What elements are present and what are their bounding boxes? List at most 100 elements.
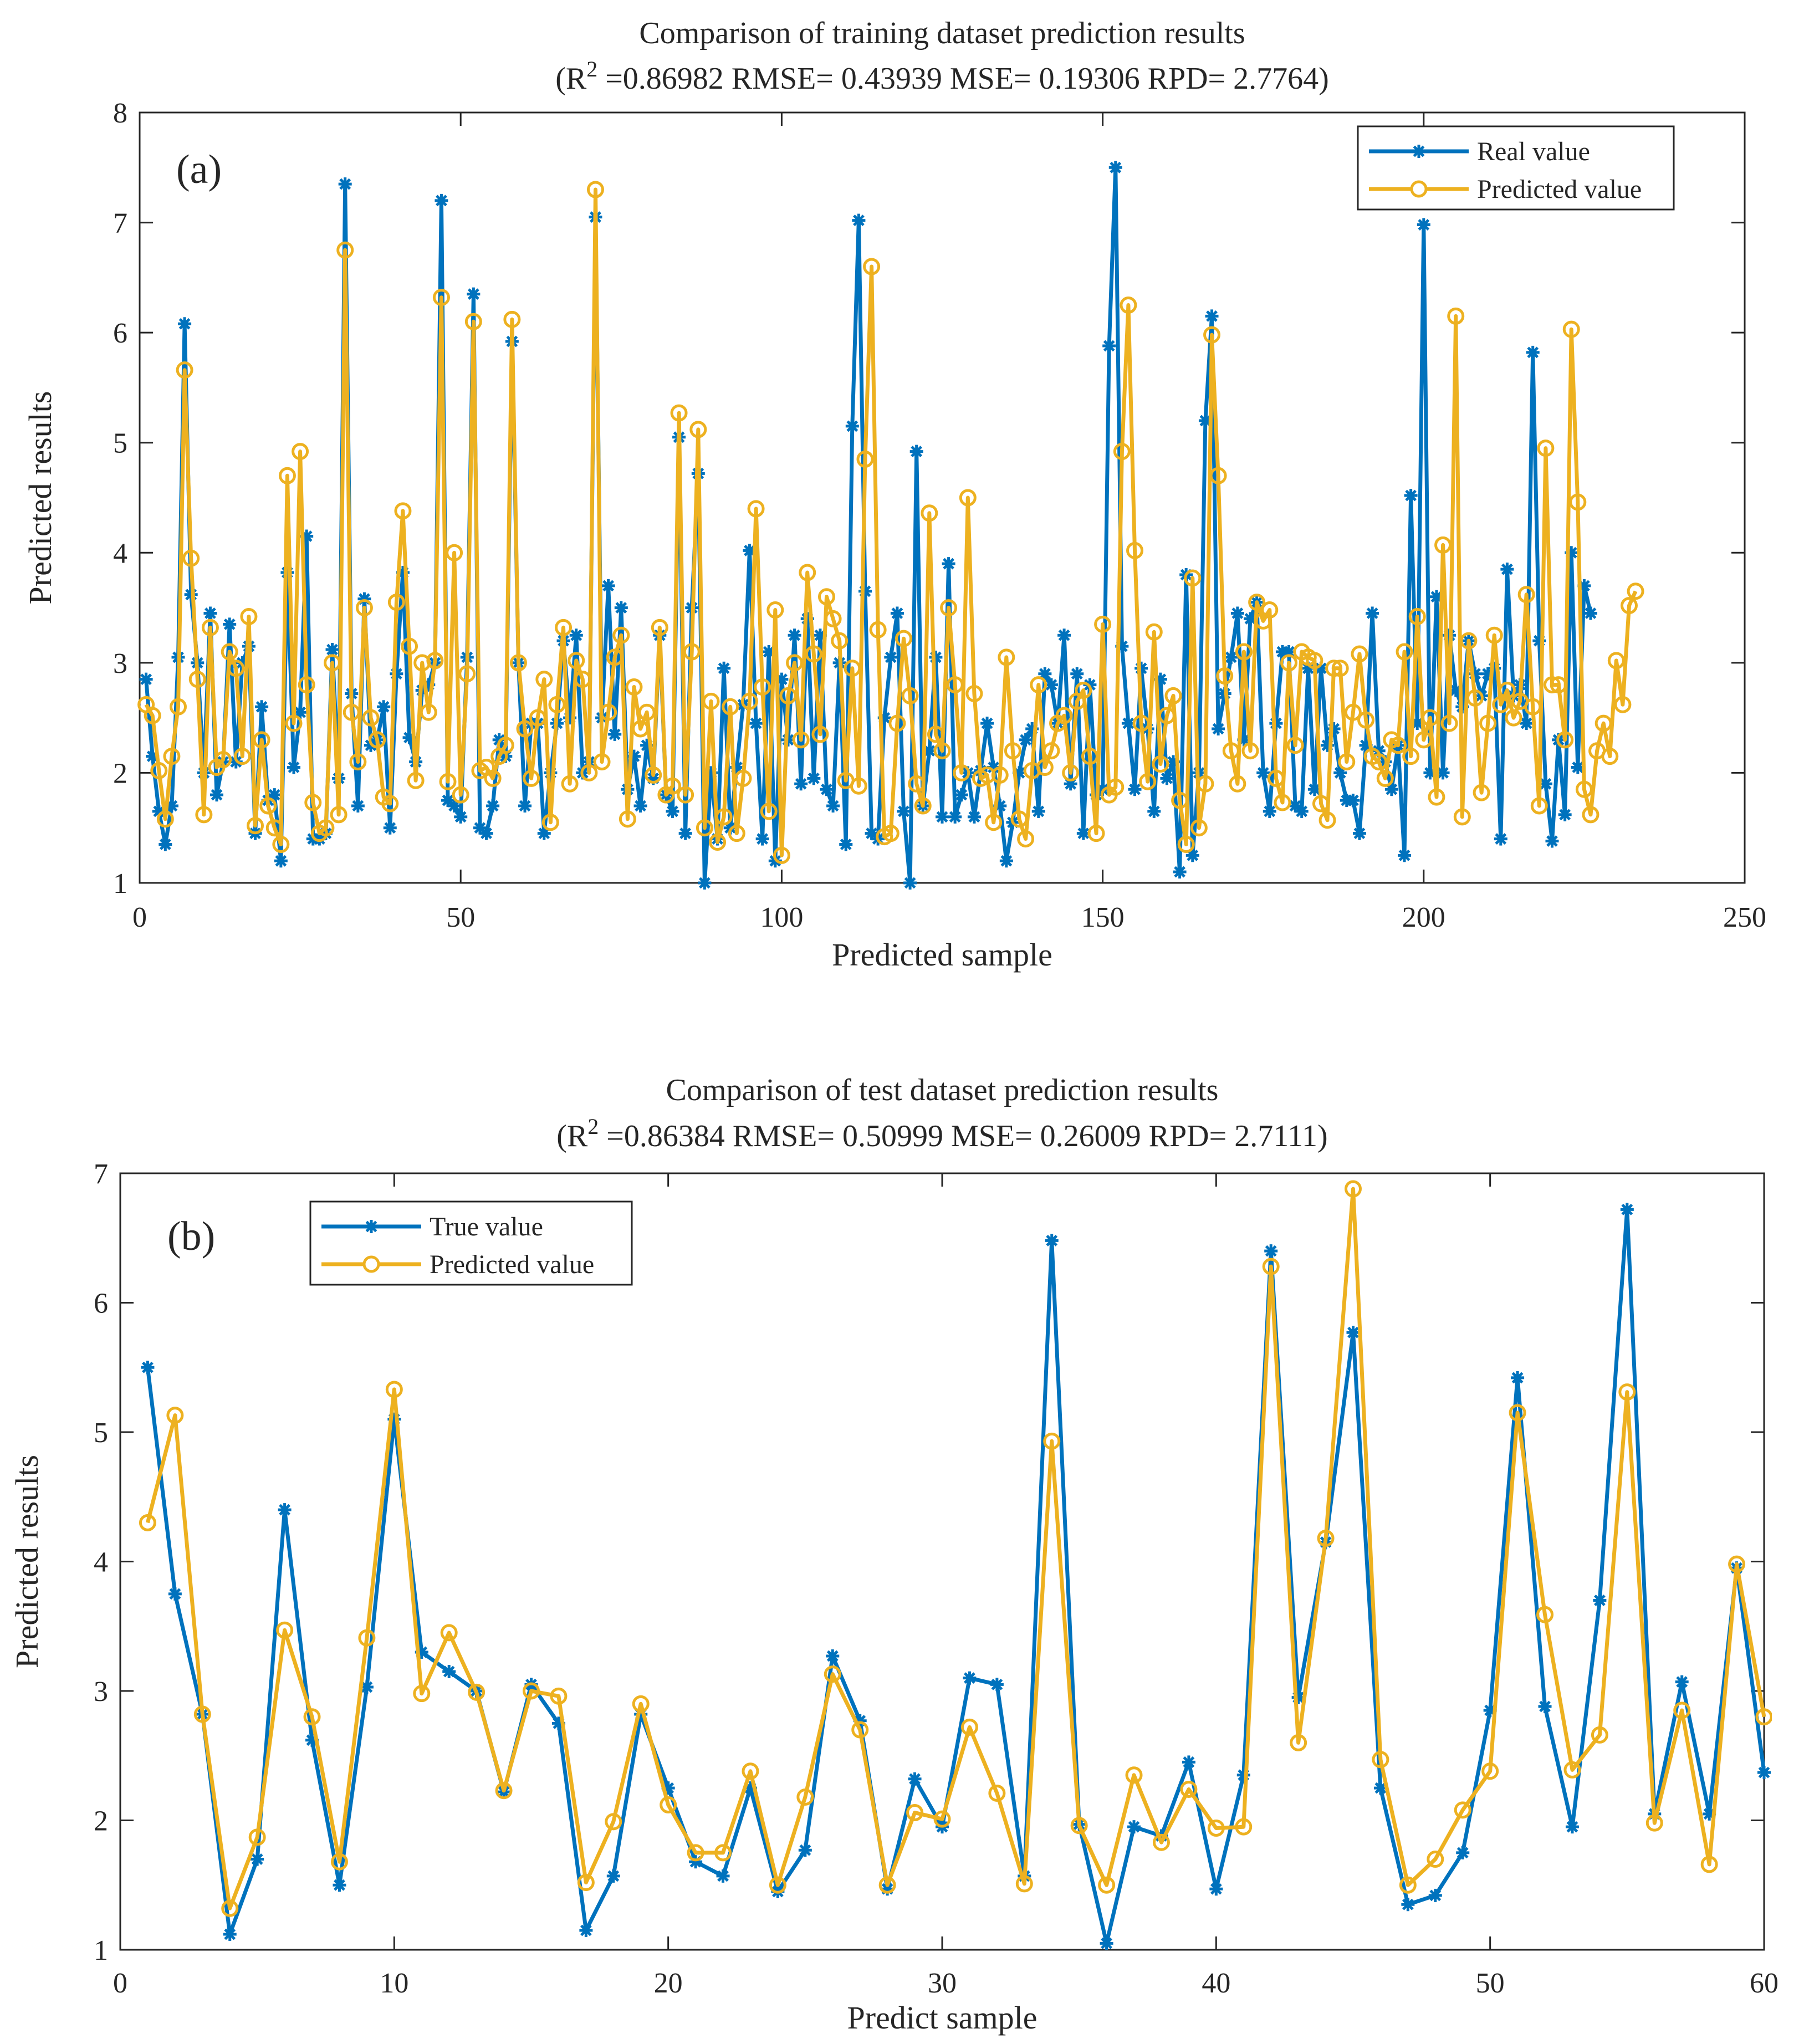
predicted-value-point xyxy=(1107,778,1125,796)
real-value-point xyxy=(223,617,237,631)
real-value-point-d2 xyxy=(1366,607,1378,619)
real-value-point xyxy=(967,810,981,824)
real-value-point xyxy=(852,213,866,227)
predicted-value-point xyxy=(1614,696,1632,713)
real-value-point-d2 xyxy=(635,800,646,812)
real-value-point-d2 xyxy=(909,1773,921,1785)
predicted-value-point xyxy=(1190,819,1208,837)
predicted-value-point xyxy=(1345,1180,1362,1198)
predicted-value-point xyxy=(440,1624,458,1642)
predicted-value-point xyxy=(362,709,380,727)
predicted-value-point xyxy=(998,648,1015,666)
real-value-point-d2 xyxy=(1206,310,1218,322)
real-value-point xyxy=(442,1664,456,1678)
predicted-value-point xyxy=(1517,586,1535,604)
real-value-point-d2 xyxy=(1418,219,1430,231)
real-value-point xyxy=(845,419,859,433)
predicted-value-point xyxy=(1485,626,1503,644)
real-value-point-d2 xyxy=(1572,762,1584,773)
predicted-value-point xyxy=(714,1844,732,1862)
legend-asterisk-marker xyxy=(365,1220,378,1233)
y-tick-label: 1 xyxy=(113,868,127,900)
real-value-point-d2 xyxy=(1398,849,1411,861)
predicted-value-point xyxy=(1498,682,1516,699)
real-value-point-d2 xyxy=(1386,783,1398,795)
real-value-point-d2 xyxy=(846,420,858,432)
series-line-real xyxy=(145,1207,1766,1945)
predicted-value-point xyxy=(276,1621,294,1639)
chart-subtitle: (R2 =0.86982 RMSE= 0.43939 MSE= 0.19306 … xyxy=(555,57,1329,96)
real-value-point-d2 xyxy=(757,833,769,845)
predicted-value-point xyxy=(799,564,816,581)
real-value-point xyxy=(1436,766,1450,780)
predicted-value-point xyxy=(882,825,900,842)
real-value-point-d2 xyxy=(891,607,903,619)
predicted-value-point xyxy=(632,720,650,738)
predicted-value-point xyxy=(349,753,367,771)
real-value-point xyxy=(826,799,840,813)
predicted-value-point xyxy=(1184,569,1202,587)
predicted-value-point xyxy=(1591,1726,1608,1744)
real-value-point-d2 xyxy=(1309,783,1321,795)
real-value-point xyxy=(1366,606,1379,620)
y-axis-label: Predicted results xyxy=(22,391,58,605)
predicted-value-point xyxy=(683,643,701,661)
panel-label: (b) xyxy=(167,1214,215,1259)
real-value-point-d2 xyxy=(487,800,499,812)
predicted-value-point xyxy=(901,687,919,704)
predicted-value-point xyxy=(1399,1876,1417,1894)
real-value-point xyxy=(1182,1755,1195,1769)
predicted-value-point xyxy=(221,643,238,661)
predicted-value-point xyxy=(439,773,457,790)
predicted-value-point xyxy=(1575,780,1593,798)
x-tick-label: 60 xyxy=(1750,1968,1779,1999)
predicted-value-point xyxy=(1505,709,1522,727)
x-axis-label: Predict sample xyxy=(847,2000,1037,2036)
real-value-point-d2 xyxy=(1174,866,1186,878)
real-value-point-d2 xyxy=(326,643,338,656)
real-value-point-d2 xyxy=(717,1870,729,1882)
legend-box xyxy=(309,1200,633,1286)
real-value-point xyxy=(1212,722,1225,735)
predicted-value-point xyxy=(1536,1606,1554,1623)
real-value-point xyxy=(223,1927,237,1941)
predicted-value-point xyxy=(1537,440,1555,457)
predicted-value-point xyxy=(1318,811,1336,829)
predicted-value-point xyxy=(195,806,213,824)
real-value-point xyxy=(274,854,288,868)
real-value-point xyxy=(903,876,917,890)
real-value-point-d2 xyxy=(570,629,582,641)
predicted-value-point xyxy=(1164,687,1182,704)
real-value-point-d2 xyxy=(454,811,467,823)
predicted-value-point xyxy=(1081,748,1098,765)
real-value-point-d2 xyxy=(1511,1372,1524,1384)
real-value-point xyxy=(333,1878,346,1892)
predicted-value-point xyxy=(324,654,341,672)
real-value-point xyxy=(1102,339,1116,352)
real-value-point xyxy=(1620,1203,1634,1217)
real-value-point-d2 xyxy=(988,762,1000,773)
real-value-point xyxy=(807,771,821,785)
predicted-value-point xyxy=(1126,541,1144,559)
predicted-value-point xyxy=(933,742,951,760)
predicted-value-point xyxy=(1454,1801,1471,1819)
real-value-point-d2 xyxy=(1539,1700,1551,1713)
predicted-value-point xyxy=(1120,297,1137,314)
predicted-value-point xyxy=(1152,755,1169,773)
real-value-point-d2 xyxy=(821,783,832,795)
predicted-value-point xyxy=(1171,791,1189,809)
real-value-point xyxy=(614,601,628,615)
predicted-value-point xyxy=(330,1853,348,1871)
real-value-point-d2 xyxy=(866,827,877,840)
real-value-point xyxy=(908,1772,922,1786)
real-value-point-d2 xyxy=(615,602,627,614)
predicted-value-point xyxy=(1317,1529,1335,1547)
real-value-point xyxy=(1456,1846,1470,1859)
real-value-point-d2 xyxy=(698,877,711,889)
real-value-point xyxy=(1100,1936,1113,1950)
real-value-point-d2 xyxy=(1405,489,1417,502)
test-chart: Comparison of test dataset prediction re… xyxy=(9,1073,1779,2036)
series-group xyxy=(139,1180,1772,1950)
real-value-point-d2 xyxy=(1289,800,1301,812)
predicted-value-point xyxy=(1004,742,1021,760)
